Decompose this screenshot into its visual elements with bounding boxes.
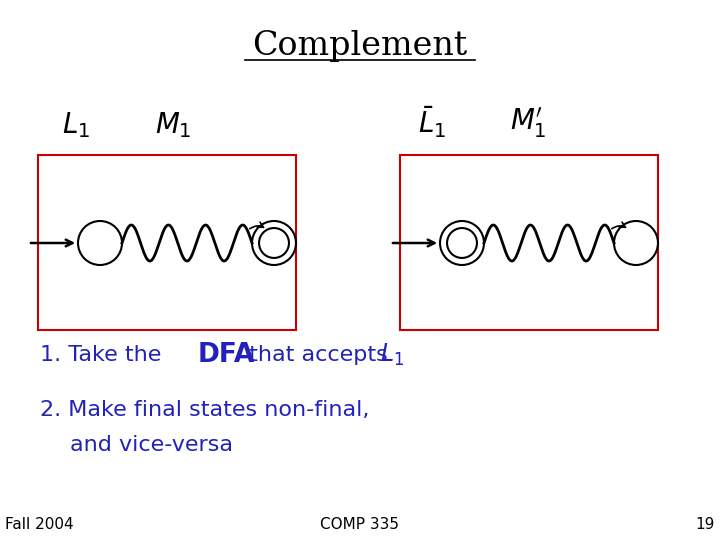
Text: 1. Take the: 1. Take the bbox=[40, 345, 168, 365]
Text: $L_1$: $L_1$ bbox=[62, 110, 90, 140]
Text: $M_1$: $M_1$ bbox=[155, 110, 192, 140]
Text: that accepts: that accepts bbox=[242, 345, 395, 365]
Text: Complement: Complement bbox=[253, 30, 467, 62]
Text: COMP 335: COMP 335 bbox=[320, 517, 400, 532]
Text: 2. Make final states non-final,: 2. Make final states non-final, bbox=[40, 400, 369, 420]
Bar bbox=[400, 155, 658, 330]
Text: 19: 19 bbox=[696, 517, 715, 532]
Bar bbox=[38, 155, 296, 330]
Text: $M_1'$: $M_1'$ bbox=[510, 105, 546, 140]
Text: $L_1$: $L_1$ bbox=[380, 342, 404, 368]
Text: $\bar{L}_1$: $\bar{L}_1$ bbox=[418, 105, 446, 140]
Text: and vice-versa: and vice-versa bbox=[70, 435, 233, 455]
Text: Fall 2004: Fall 2004 bbox=[5, 517, 73, 532]
Text: DFA: DFA bbox=[198, 342, 256, 368]
